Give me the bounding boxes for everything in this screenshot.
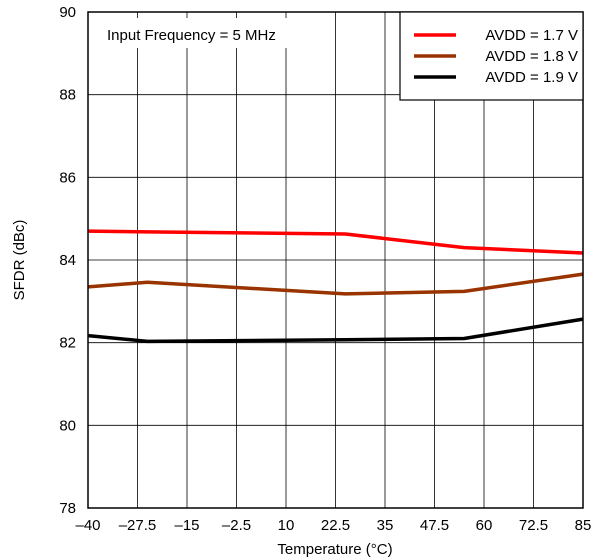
y-axis-label: SFDR (dBc) <box>11 220 28 301</box>
x-tick-label: 22.5 <box>321 517 350 534</box>
legend-label: AVDD = 1.9 V <box>485 69 578 86</box>
x-tick-label: 47.5 <box>420 517 449 534</box>
y-axis-ticks: 78 80 82 84 86 88 90 <box>59 4 76 517</box>
x-axis-label: Temperature (°C) <box>277 541 392 558</box>
x-tick-label: –27.5 <box>119 517 157 534</box>
legend: AVDD = 1.7 V AVDD = 1.8 V AVDD = 1.9 V <box>399 11 584 101</box>
x-axis-ticks: –40 –27.5 –15 –2.5 10 22.5 35 47.5 60 72.5 85 <box>75 517 591 534</box>
y-tick-label: 88 <box>59 87 76 104</box>
y-tick-label: 80 <box>59 417 76 434</box>
x-tick-label: –15 <box>174 517 199 534</box>
y-tick-label: 78 <box>59 500 76 517</box>
x-tick-label: 10 <box>278 517 295 534</box>
legend-label: AVDD = 1.7 V <box>485 27 578 44</box>
x-tick-label: –2.5 <box>222 517 251 534</box>
series-line <box>87 317 584 344</box>
y-tick-label: 82 <box>59 335 76 352</box>
x-tick-label: 85 <box>575 517 592 534</box>
y-tick-label: 86 <box>59 169 76 186</box>
annotation-text: Input Frequency = 5 MHz <box>107 27 276 44</box>
x-tick-label: 72.5 <box>519 517 548 534</box>
annotation-box <box>98 18 330 48</box>
x-tick-label: –40 <box>75 517 100 534</box>
x-tick-label: 60 <box>476 517 493 534</box>
x-tick-label: 35 <box>377 517 394 534</box>
y-tick-label: 84 <box>59 252 76 269</box>
legend-label: AVDD = 1.8 V <box>485 48 578 65</box>
plot-frame <box>87 11 584 509</box>
series-lines <box>87 229 584 344</box>
y-tick-label: 90 <box>59 4 76 21</box>
series-line <box>87 272 584 296</box>
series-line <box>87 229 584 255</box>
